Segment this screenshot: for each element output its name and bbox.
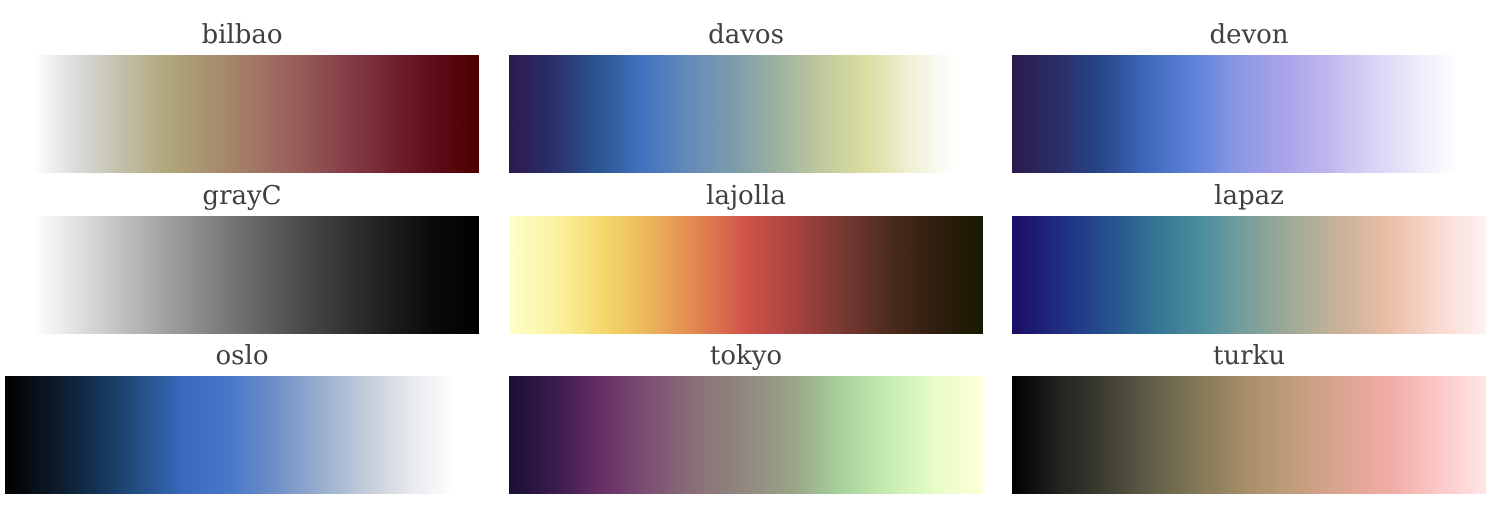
colormap-title: lapaz [1214,181,1284,211]
colormap-swatch [509,376,983,494]
colormap-title: devon [1209,20,1289,50]
colormap-title: turku [1212,341,1286,371]
colormap-swatch [1012,376,1486,494]
colormap-swatch [509,216,983,334]
colormap-title: oslo [215,341,269,371]
colormap-title: davos [708,20,784,50]
colormap-title: bilbao [201,20,283,50]
colormap-title: grayC [202,181,282,211]
colormap-swatch [33,55,479,173]
colormap-swatch [33,216,479,334]
colormap-title: tokyo [709,341,783,371]
colormap-swatch [509,55,955,173]
colormap-swatch [5,376,457,494]
colormap-swatch [1012,216,1486,334]
colormap-swatch [1012,55,1458,173]
colormap-title: lajolla [706,181,786,211]
